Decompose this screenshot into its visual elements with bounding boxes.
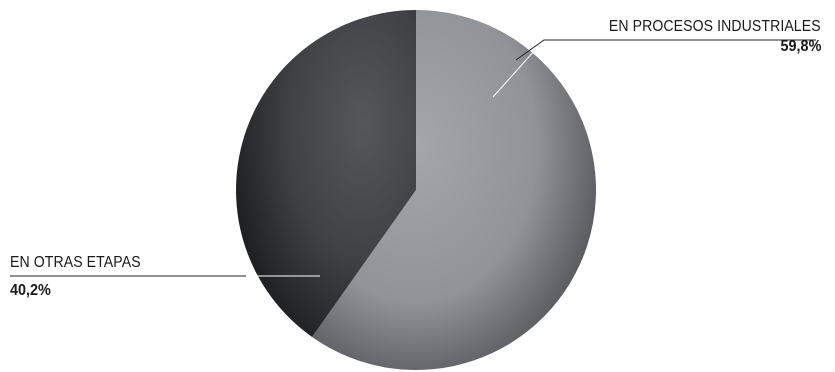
pie-slice-en-otras-etapas xyxy=(236,10,416,337)
pie-slices xyxy=(236,9,597,370)
leader-lines xyxy=(10,39,816,277)
leader-line-outer-en-procesos-industriales xyxy=(515,39,816,61)
slice-value-en-otras-etapas: 40,2% xyxy=(10,282,51,299)
slice-value-en-procesos-industriales: 59,8% xyxy=(780,38,821,55)
slice-label-en-otras-etapas: EN OTRAS ETAPAS xyxy=(10,254,141,271)
slice-label-en-procesos-industriales: EN PROCESOS INDUSTRIALES xyxy=(609,18,821,35)
pie-slice-en-procesos-industriales xyxy=(312,9,597,370)
